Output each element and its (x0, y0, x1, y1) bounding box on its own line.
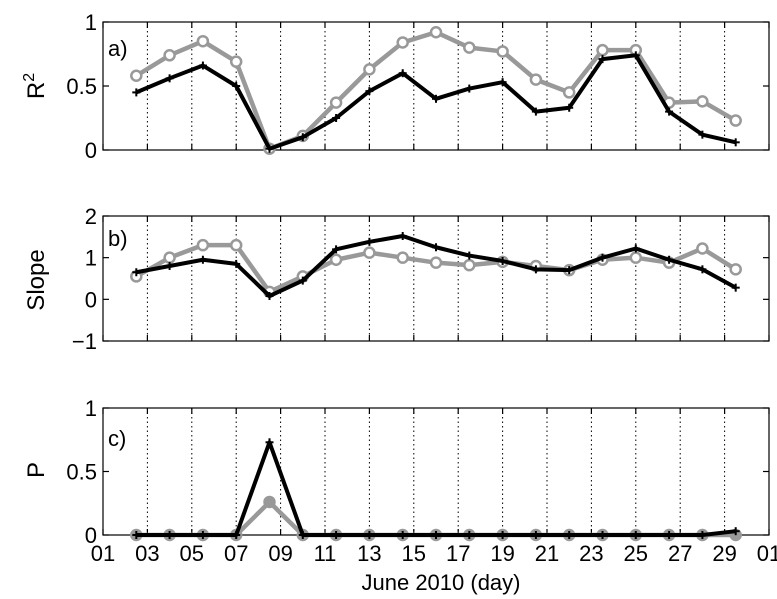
x-tick-label: 13 (357, 541, 381, 566)
y-tick-label: 1 (85, 396, 97, 421)
series-gray-marker (596, 43, 609, 57)
x-tick-label: 03 (135, 541, 159, 566)
y-tick-label: 2 (85, 204, 97, 229)
series-gray-marker (163, 49, 176, 62)
x-tick-label: 01 (757, 541, 777, 566)
y-axis-label-text: R (23, 82, 50, 99)
series-gray-marker (696, 95, 709, 108)
series-gray-marker (363, 63, 376, 76)
series-gray-marker (529, 73, 543, 86)
series-gray-marker (196, 238, 210, 252)
series-gray-marker (229, 55, 243, 68)
series-gray-marker (562, 86, 576, 99)
series-gray-marker (263, 495, 276, 509)
x-tick-label: 19 (490, 541, 514, 566)
x-tick-label: 23 (579, 541, 603, 566)
series-gray-marker (130, 69, 143, 83)
y-tick-label: 0.5 (66, 74, 97, 99)
series-gray-marker (329, 253, 343, 266)
series-gray-marker (463, 258, 476, 272)
y-tick-label: 0 (85, 138, 97, 163)
x-tick-label: 09 (268, 541, 292, 566)
x-tick-label: 17 (446, 541, 470, 566)
series-gray-marker (229, 238, 243, 252)
y-axis-label-text: P (23, 462, 50, 478)
series-gray-marker (463, 41, 476, 54)
x-tick-label: 21 (535, 541, 559, 566)
series-gray-marker (396, 251, 409, 264)
series-gray-marker (429, 25, 443, 39)
series-gray-marker (363, 246, 376, 259)
x-axis-label: June 2010 (day) (362, 570, 521, 595)
y-axis-label: Slope (23, 249, 50, 310)
series-gray-marker (329, 96, 343, 109)
series-gray-marker (496, 45, 509, 58)
y-tick-label: 0.5 (66, 460, 97, 485)
series-gray-marker (196, 34, 210, 48)
y-axis-label: P (23, 462, 50, 478)
axes-frame (102, 215, 770, 342)
x-tick-label: 15 (402, 541, 426, 566)
y-axis-label: R2 (21, 73, 50, 99)
series-gray-marker (629, 251, 643, 264)
y-tick-label: 0 (85, 523, 97, 548)
panel-label: a) (108, 36, 128, 61)
y-tick-label: 0 (85, 287, 97, 312)
x-tick-label: 01 (91, 541, 115, 566)
x-tick-label: 07 (224, 541, 248, 566)
panel-a-r-squared: 0 0.5 1 a) R2 (21, 10, 770, 163)
series-gray-line (135, 29, 737, 151)
panel-c-p-value: 0 0.5 1 01 03 05 07 09 11 13 15 17 19 21 23 25 27 29 01 c) P (23, 396, 777, 566)
panel-b-slope: −1 0 1 2 b) Slope (23, 204, 770, 354)
panel-label: c) (108, 426, 126, 451)
y-axis-label-superscript: 2 (21, 73, 38, 82)
series-gray-marker (729, 114, 742, 127)
x-tick-label: 05 (180, 541, 204, 566)
y-tick-label: 1 (85, 10, 97, 35)
x-tick-label: 27 (668, 541, 692, 566)
panel-label: b) (108, 226, 128, 251)
series-black-line (136, 440, 736, 537)
x-tick-label: 11 (314, 541, 337, 566)
y-tick-label: 1 (85, 246, 97, 271)
x-tick-label: 29 (712, 541, 736, 566)
series-gray-marker (729, 263, 742, 276)
series-gray-marker (163, 251, 176, 264)
series-gray-marker (396, 36, 409, 49)
axes-frame (102, 407, 770, 536)
y-axis-label-text: Slope (23, 249, 50, 310)
series-gray-marker (429, 256, 443, 269)
y-tick-label: −1 (72, 329, 97, 354)
series-gray-marker (696, 242, 709, 255)
x-tick-label: 25 (624, 541, 648, 566)
